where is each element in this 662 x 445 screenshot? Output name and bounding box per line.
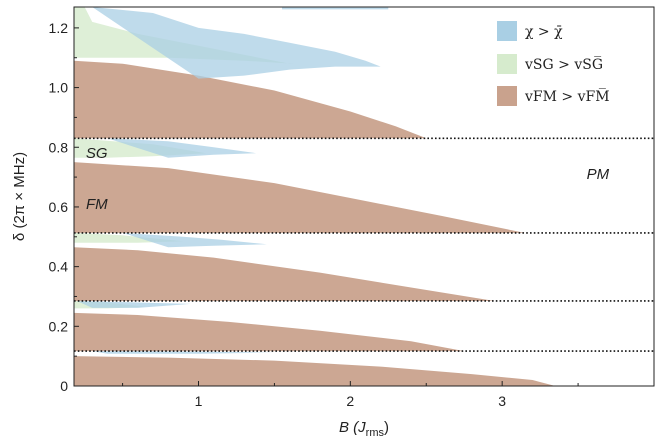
- fm-region-0: [74, 60, 427, 139]
- chi-region-top-0: [282, 7, 389, 10]
- phase-label-fm: FM: [86, 196, 108, 213]
- y-tick-label: 1.2: [49, 20, 69, 36]
- phase-labels: SG FM PM: [86, 145, 610, 213]
- x-tick-label: 2: [346, 393, 354, 409]
- fm-region-2: [74, 247, 495, 301]
- x-tick-label: 1: [195, 393, 203, 409]
- chi-region-0: [92, 7, 381, 79]
- y-tick-label: 0.8: [49, 139, 69, 155]
- region-bands: [74, 7, 556, 386]
- band-0: [74, 7, 427, 139]
- chi-region-4: [92, 351, 275, 354]
- chi-region-3: [77, 300, 191, 308]
- band-1: [74, 138, 525, 233]
- band-2: [74, 232, 495, 301]
- chi-region-2: [122, 232, 267, 248]
- band-4: [74, 351, 556, 386]
- y-tick-label: 1.0: [49, 80, 69, 96]
- legend-label-sg: vSG > vSG̅: [524, 54, 603, 73]
- legend-swatch-sg: [497, 54, 517, 74]
- fm-region-3: [74, 312, 465, 352]
- y-tick-label: 0.2: [49, 318, 69, 334]
- y-axis-label: δ (2π × MHz): [11, 152, 28, 241]
- sg-region-0: [74, 7, 295, 64]
- y-tick-label: 0.4: [49, 259, 69, 275]
- phase-label-sg: SG: [86, 145, 108, 162]
- legend-swatch-fm: [497, 86, 517, 106]
- band-3: [74, 300, 465, 352]
- x-axis-label-base: B (J: [339, 419, 366, 436]
- legend-label-fm: vFM > vFM̅: [524, 86, 610, 105]
- chi-region-1: [107, 138, 257, 158]
- legend: χ > χ̄ vSG > vSG̅ vFM > vFM̅: [497, 21, 610, 106]
- x-axis-label-sub: rms: [366, 427, 385, 439]
- fm-region-4: [74, 356, 556, 386]
- x-axis-label-close: ): [384, 419, 389, 436]
- legend-label-chi: χ > χ̄: [525, 24, 563, 40]
- phase-label-pm: PM: [587, 166, 610, 183]
- y-tick-label: 0: [60, 378, 68, 394]
- y-tick-label: 0.6: [49, 199, 69, 215]
- x-tick-label: 3: [498, 393, 506, 409]
- legend-swatch-chi: [497, 21, 517, 41]
- axis-ticks: 1 2 3 0 0.2 0.4 0.6 0.8 1.0 1.2: [49, 20, 579, 409]
- x-axis-label: B (Jrms): [339, 419, 389, 439]
- band-boundaries: [74, 137, 654, 352]
- plot-frame: [73, 6, 655, 387]
- fm-region-1: [74, 162, 525, 233]
